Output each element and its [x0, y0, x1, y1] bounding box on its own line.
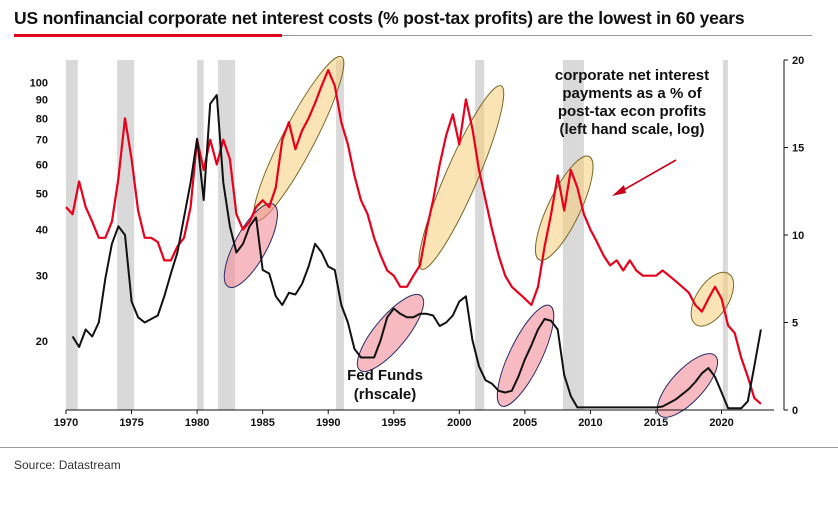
- right-tick-label: 20: [792, 55, 804, 67]
- right-tick-label: 5: [792, 318, 798, 330]
- recession-band: [66, 60, 78, 410]
- x-tick-label: 2000: [447, 417, 471, 429]
- highlight-ellipse-pink: [223, 203, 278, 288]
- right-tick-label: 10: [792, 230, 804, 242]
- title-divider: [282, 35, 812, 36]
- right-tick-label: 15: [792, 143, 804, 155]
- x-tick-label: 2005: [513, 417, 537, 429]
- right-tick-label: 0: [792, 405, 798, 417]
- left-tick-label: 70: [36, 135, 48, 147]
- recession-band: [562, 60, 584, 410]
- highlight-ellipse-yellow: [418, 85, 505, 270]
- highlight-ellipse-pink: [356, 294, 425, 372]
- x-tick-label: 2010: [578, 417, 602, 429]
- x-tick-label: 1990: [316, 417, 340, 429]
- x-tick-label: 1970: [54, 417, 78, 429]
- annotation-fedfunds-label: Fed Funds: [347, 367, 423, 384]
- title-accent-rule: [14, 34, 282, 37]
- series-line-fed-funds: [71, 94, 762, 410]
- left-tick-label: 100: [30, 77, 48, 89]
- annotation-arrowhead: [612, 185, 626, 196]
- x-tick-label: 2020: [709, 417, 733, 429]
- recession-band: [475, 60, 485, 410]
- left-tick-label: 80: [36, 113, 48, 125]
- recession-band: [197, 60, 204, 410]
- series-line-interest-costs: [65, 68, 762, 405]
- left-tick-label: 20: [36, 336, 48, 348]
- recession-band: [336, 60, 344, 410]
- chart-title: US nonfinancial corporate net interest c…: [14, 8, 745, 28]
- annotation-interest-label: post-tax econ profits: [558, 103, 706, 120]
- annotation-interest-label: corporate net interest: [555, 67, 709, 84]
- chart: 1970 1975 1980 1985 1990 1995 2000 2005 2010 2015…: [30, 55, 805, 429]
- annotation-interest-label: (left hand scale, log): [559, 121, 704, 138]
- x-tick-label: 2015: [644, 417, 668, 429]
- x-tick-label: 1985: [250, 417, 274, 429]
- source-note: Source: Datastream: [14, 458, 121, 472]
- annotation-fedfunds-label: (rhscale): [354, 386, 417, 403]
- chart-axes: 1970 1975 1980 1985 1990 1995 2000 2005 2010 2015…: [30, 55, 805, 429]
- x-tick-label: 1980: [185, 417, 209, 429]
- annotation-interest-label: payments as a % of: [562, 85, 702, 102]
- source-divider: [0, 447, 838, 448]
- left-tick-label: 30: [36, 271, 48, 283]
- x-tick-label: 1975: [119, 417, 143, 429]
- left-tick-label: 40: [36, 225, 48, 237]
- left-tick-label: 90: [36, 94, 48, 106]
- highlight-ellipse-pink: [656, 353, 719, 418]
- annotation-arrow: [619, 159, 677, 193]
- left-tick-label: 50: [36, 189, 48, 201]
- recession-band: [722, 60, 728, 410]
- left-tick-label: 60: [36, 159, 48, 171]
- x-tick-label: 1995: [382, 417, 406, 429]
- series-lines: [65, 68, 762, 410]
